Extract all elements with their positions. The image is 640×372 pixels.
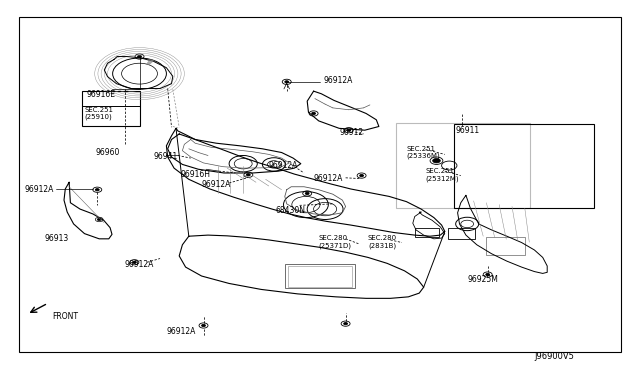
Circle shape	[344, 323, 348, 325]
Circle shape	[312, 112, 316, 115]
Circle shape	[347, 129, 351, 131]
Circle shape	[486, 273, 490, 276]
Circle shape	[433, 158, 440, 163]
Text: 96912: 96912	[339, 128, 364, 137]
Text: 96912A: 96912A	[24, 185, 54, 194]
Circle shape	[202, 324, 205, 327]
Bar	[288, 266, 352, 287]
Bar	[415, 228, 439, 237]
Bar	[448, 228, 475, 239]
Text: SEC.251
(25312M): SEC.251 (25312M)	[426, 168, 460, 182]
Bar	[396, 123, 530, 208]
Text: 96916E: 96916E	[86, 90, 115, 99]
Text: SEC.280
(25371D): SEC.280 (25371D)	[319, 235, 352, 248]
Text: J96900V5: J96900V5	[534, 352, 574, 361]
Text: 96941: 96941	[154, 153, 178, 161]
Circle shape	[305, 192, 309, 195]
Text: SEC.251
(25336M): SEC.251 (25336M)	[406, 146, 440, 159]
Circle shape	[138, 55, 141, 58]
Bar	[454, 124, 594, 208]
Text: 68430N: 68430N	[275, 206, 305, 215]
Circle shape	[246, 174, 250, 176]
Text: 96912A: 96912A	[314, 174, 343, 183]
Text: SEC.251
(25910): SEC.251 (25910)	[84, 107, 113, 120]
Text: 96912A: 96912A	[269, 161, 298, 170]
Bar	[486, 237, 525, 255]
Text: FRONT: FRONT	[52, 312, 79, 321]
Circle shape	[97, 218, 101, 221]
Text: 96912A: 96912A	[125, 260, 154, 269]
Circle shape	[360, 174, 364, 177]
Text: 96960: 96960	[96, 148, 120, 157]
Circle shape	[95, 189, 99, 191]
Text: 96925M: 96925M	[467, 275, 498, 284]
Text: 96911: 96911	[456, 126, 480, 135]
Text: 96912A: 96912A	[166, 327, 196, 336]
Text: 96912A: 96912A	[202, 180, 231, 189]
Bar	[285, 264, 355, 288]
Circle shape	[132, 261, 136, 263]
Circle shape	[285, 81, 289, 83]
Text: 96913: 96913	[45, 234, 69, 243]
Bar	[82, 91, 140, 126]
Text: SEC.280
(2831B): SEC.280 (2831B)	[368, 235, 397, 248]
Text: 96912A: 96912A	[324, 76, 353, 85]
Text: 96916H: 96916H	[180, 170, 211, 179]
